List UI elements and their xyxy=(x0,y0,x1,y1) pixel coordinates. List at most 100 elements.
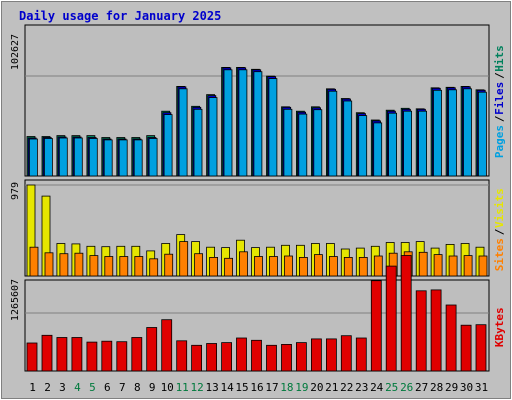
visits-bar-sites-day-27 xyxy=(418,251,428,277)
x-tick-label-day-5: 5 xyxy=(89,381,96,394)
kbytes-bar-kbytes-day-17 xyxy=(266,344,277,372)
visits-bar-sites-day-29 xyxy=(448,255,458,277)
kbytes-bar-kbytes-day-27 xyxy=(415,290,427,372)
kbytes-bar-kbytes-day-13 xyxy=(206,343,218,372)
visits-bar-sites-day-28 xyxy=(433,254,443,277)
visits-bar-sites-day-17 xyxy=(269,256,278,277)
visits-bar-sites-day-8 xyxy=(134,256,144,277)
x-tick-label-day-8: 8 xyxy=(134,381,141,394)
hits-legend-item-4: Hits xyxy=(493,45,506,72)
x-tick-label-day-22: 22 xyxy=(340,381,353,394)
x-tick-label-day-19: 19 xyxy=(295,381,308,394)
kbytes-bar-kbytes-day-3 xyxy=(56,337,68,372)
hits-bar-pages-day-31 xyxy=(477,91,487,177)
visits-bar-sites-day-9 xyxy=(149,258,159,277)
kbytes-bar-kbytes-day-26 xyxy=(400,255,412,372)
x-tick-label-day-20: 20 xyxy=(310,381,323,394)
x-tick-label-day-14: 14 xyxy=(220,381,234,394)
hits-max-label: 102627 xyxy=(10,34,21,70)
kbytes-bar-kbytes-day-22 xyxy=(340,335,352,372)
visits-bar-sites-day-16 xyxy=(254,256,263,277)
visits-bar-sites-day-30 xyxy=(463,255,473,277)
x-tick-label-day-31: 31 xyxy=(475,381,488,394)
kbytes-bar-kbytes-day-4 xyxy=(71,337,83,372)
visits-panel: 979 Sites /Visits xyxy=(10,179,506,277)
x-tick-label-day-29: 29 xyxy=(445,381,458,394)
x-tick-label-day-23: 23 xyxy=(355,381,368,394)
hits-legend: Pages/Files/Hits xyxy=(493,45,506,158)
hits-bar-pages-day-11 xyxy=(178,88,188,177)
visits-bar-sites-day-5 xyxy=(89,255,99,277)
kbytes-bar-kbytes-day-15 xyxy=(236,337,247,372)
hits-bar-pages-day-26 xyxy=(403,110,413,177)
hits-bar-pages-day-28 xyxy=(433,89,442,177)
hits-bar-pages-day-10 xyxy=(163,114,173,177)
kbytes-bar-kbytes-day-30 xyxy=(460,324,472,372)
visits-bar-sites-day-31 xyxy=(478,255,488,277)
x-tick-label-day-13: 13 xyxy=(205,381,218,394)
hits-bar-pages-day-14 xyxy=(223,69,233,177)
x-tick-label-day-28: 28 xyxy=(430,381,443,394)
kbytes-bar-kbytes-day-29 xyxy=(445,304,457,372)
chart-title: Daily usage for January 2025 xyxy=(19,9,221,23)
hits-bar-pages-day-25 xyxy=(388,112,398,177)
x-tick-label-day-24: 24 xyxy=(370,381,384,394)
hits-bar-pages-day-24 xyxy=(373,122,383,177)
kbytes-bar-kbytes-day-23 xyxy=(355,337,367,372)
hits-bar-pages-day-3 xyxy=(58,137,68,177)
kbytes-bar-kbytes-day-7 xyxy=(116,341,128,372)
visits-legend: Sites /Visits xyxy=(493,188,506,271)
kbytes-bar-kbytes-day-14 xyxy=(221,342,233,372)
kbytes-bar-kbytes-day-9 xyxy=(146,327,158,372)
x-tick-label-day-4: 4 xyxy=(74,381,81,394)
kbytes-bar-kbytes-day-6 xyxy=(101,340,113,372)
kbytes-bar-kbytes-day-18 xyxy=(281,343,292,372)
hits-bar-pages-day-18 xyxy=(283,108,293,177)
hits-bar-pages-day-8 xyxy=(133,139,143,177)
hits-bar-pages-day-6 xyxy=(103,139,113,177)
x-tick-label-day-17: 17 xyxy=(265,381,278,394)
kbytes-bar-kbytes-day-2 xyxy=(41,334,53,372)
kbytes-max-label: 1265607 xyxy=(10,279,21,321)
x-tick-label-day-10: 10 xyxy=(161,381,174,394)
visits-bar-sites-day-13 xyxy=(209,256,219,277)
hits-bar-pages-day-13 xyxy=(208,97,218,177)
x-tick-label-day-15: 15 xyxy=(235,381,248,394)
hits-bar-pages-day-23 xyxy=(358,115,368,177)
hits-bar-pages-day-2 xyxy=(44,138,53,177)
hits-bar-pages-day-20 xyxy=(313,109,323,177)
x-tick-label-day-7: 7 xyxy=(119,381,126,394)
visits-bar-sites-day-15 xyxy=(239,251,248,277)
kbytes-bar-kbytes-day-25 xyxy=(385,265,397,372)
kbytes-bar-kbytes-day-28 xyxy=(430,289,442,372)
kbytes-bar-kbytes-day-16 xyxy=(251,339,262,372)
kbytes-bar-kbytes-day-31 xyxy=(475,324,487,372)
x-tick-label-day-2: 2 xyxy=(44,381,51,394)
hits-bar-pages-day-21 xyxy=(328,90,338,177)
visits-bar-sites-day-7 xyxy=(119,256,129,277)
visits-bar-sites-day-2 xyxy=(44,252,54,277)
visits-bar-sites-day-24 xyxy=(373,255,383,277)
hits-legend-item-3: / xyxy=(493,72,506,79)
x-tick-label-day-9: 9 xyxy=(149,381,156,394)
kbytes-panel: 1265607 KBytes xyxy=(10,255,506,372)
x-tick-label-day-25: 25 xyxy=(385,381,398,394)
kbytes-bar-kbytes-day-20 xyxy=(310,338,322,372)
visits-legend-item-1: / xyxy=(493,228,506,235)
hits-bar-pages-day-29 xyxy=(448,89,457,177)
visits-bar-sites-day-14 xyxy=(224,257,234,277)
x-tick-label-day-30: 30 xyxy=(460,381,473,394)
hits-legend-item-0: Pages xyxy=(493,125,506,158)
hits-bar-pages-day-30 xyxy=(463,88,472,177)
visits-max-label: 979 xyxy=(10,182,21,200)
x-tick-label-day-21: 21 xyxy=(325,381,338,394)
hits-bar-pages-day-1 xyxy=(28,138,38,177)
visits-bar-sites-day-21 xyxy=(328,256,338,277)
visits-bar-sites-day-12 xyxy=(194,253,204,277)
kbytes-bar-kbytes-day-19 xyxy=(295,342,307,372)
kbytes-bar-kbytes-day-11 xyxy=(176,340,188,372)
kbytes-legend: KBytes xyxy=(493,307,506,347)
kbytes-bar-kbytes-day-21 xyxy=(325,338,337,372)
